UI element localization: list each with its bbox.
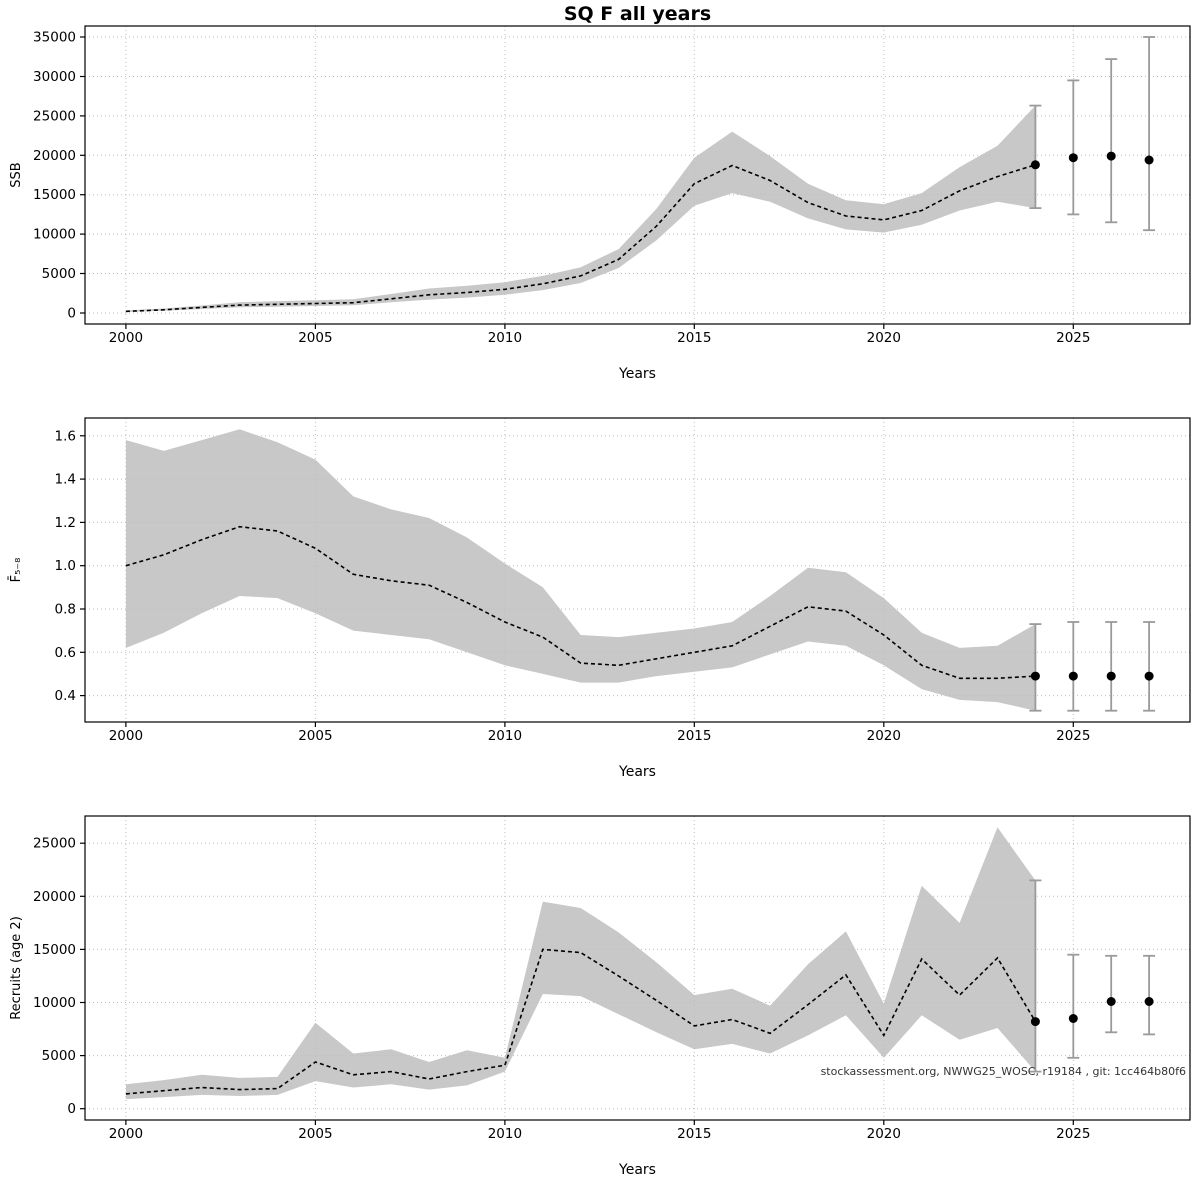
- y-tick-label: 10000: [33, 995, 76, 1011]
- y-tick-label: 1.6: [55, 428, 76, 444]
- x-tick-label: 2025: [1056, 330, 1090, 346]
- x-tick-label: 2010: [488, 330, 522, 346]
- x-tick-label: 2015: [677, 1126, 711, 1142]
- x-tick-label: 2000: [109, 728, 143, 744]
- y-tick-label: 15000: [33, 942, 76, 958]
- y-axis-label: SSB: [9, 162, 24, 187]
- x-tick-label: 2005: [298, 330, 332, 346]
- y-tick-label: 0.8: [55, 602, 76, 618]
- x-tick-label: 2005: [298, 728, 332, 744]
- recruitment-chart-panel: 2000 2005 2010 2015 2020 2025 0 5000 10000 15000 2…: [0, 800, 1200, 1198]
- watermark-annotation: stockassessment.org, NWWG25_WOSC, r19184…: [821, 1065, 1186, 1078]
- x-axis-label: Years: [618, 764, 656, 780]
- forecast-point: [1106, 997, 1116, 1006]
- axis-ticks: [80, 842, 1074, 1125]
- axis-tick-labels: 2000 2005 2010 2015 2020 2025 0.4 0.6 0.8 1.0 1.2 1…: [55, 428, 1091, 744]
- x-tick-label: 2015: [677, 330, 711, 346]
- confidence-band: [125, 105, 1036, 312]
- axis-tick-labels: 2000 2005 2010 2015 2020 2025 0 5000 10000 15000 2…: [33, 30, 1090, 347]
- forecast-error-bars: [1029, 36, 1156, 232]
- axis-ticks: [80, 36, 1074, 329]
- y-tick-label: 5000: [42, 266, 76, 282]
- estimate-line: [125, 948, 1037, 1095]
- recruitment-chart: 2000 2005 2010 2015 2020 2025 0 5000 10000 15000 2…: [9, 815, 1191, 1178]
- forecast-points: [1030, 151, 1154, 170]
- confidence-band: [125, 429, 1036, 711]
- y-tick-label: 15000: [33, 187, 76, 203]
- x-tick-label: 2020: [867, 1126, 901, 1142]
- forecast-point: [1106, 671, 1116, 681]
- y-tick-label: 1.2: [55, 515, 76, 531]
- fbar-chart-panel: 2000 2005 2010 2015 2020 2025 0.4 0.6 0.8 1.0 1.2 1…: [0, 402, 1200, 800]
- plot-border: [84, 25, 1191, 325]
- forecast-error-bars: [1029, 879, 1156, 1073]
- forecast-point: [1030, 1017, 1040, 1027]
- y-tick-label: 1.0: [55, 558, 76, 574]
- x-axis-label: Years: [618, 1162, 656, 1178]
- x-axis-label: Years: [618, 366, 656, 382]
- y-tick-label: 35000: [33, 30, 76, 46]
- y-tick-label: 1.4: [55, 472, 76, 488]
- y-tick-label: 25000: [33, 108, 76, 124]
- forecast-points: [1030, 671, 1154, 681]
- y-tick-label: 0.6: [55, 645, 76, 661]
- x-tick-label: 2025: [1056, 1126, 1090, 1142]
- y-tick-label: 20000: [33, 148, 76, 164]
- forecast-point: [1144, 155, 1154, 165]
- grid: [85, 418, 1190, 722]
- y-tick-label: 25000: [33, 836, 76, 852]
- confidence-band: [125, 827, 1036, 1100]
- grid: [85, 26, 1190, 324]
- axis-ticks: [80, 435, 1074, 727]
- x-tick-label: 2005: [298, 1126, 332, 1142]
- x-tick-label: 2020: [867, 728, 901, 744]
- y-tick-label: 10000: [33, 227, 76, 243]
- grid: [85, 816, 1190, 1120]
- x-tick-label: 2000: [109, 1126, 143, 1142]
- forecast-point: [1068, 671, 1078, 681]
- chart-title: SQ F all years: [564, 4, 711, 25]
- forecast-point: [1030, 671, 1040, 681]
- forecast-point: [1144, 671, 1154, 681]
- forecast-point: [1068, 1014, 1078, 1023]
- y-tick-label: 0.4: [55, 688, 76, 704]
- x-tick-label: 2015: [677, 728, 711, 744]
- ssb-chart: 2000 2005 2010 2015 2020 2025 0 5000 10000 15000 2…: [9, 4, 1191, 382]
- x-tick-label: 2010: [488, 728, 522, 744]
- plot-border: [84, 417, 1191, 723]
- y-tick-label: 30000: [33, 69, 76, 85]
- forecast-point: [1106, 151, 1116, 161]
- forecast-points: [1030, 997, 1154, 1027]
- forecast-point: [1068, 153, 1078, 163]
- y-tick-label: 0: [67, 1101, 76, 1117]
- ssb-chart-panel: 2000 2005 2010 2015 2020 2025 0 5000 10000 15000 2…: [0, 4, 1200, 402]
- plot-border: [84, 815, 1191, 1121]
- forecast-error-bars: [1029, 621, 1156, 712]
- y-axis-label: Recruits (age 2): [9, 916, 24, 1020]
- y-tick-label: 0: [67, 306, 76, 322]
- x-tick-label: 2000: [109, 330, 143, 346]
- axis-tick-labels: 2000 2005 2010 2015 2020 2025 0 5000 10000 15000 2…: [33, 836, 1090, 1142]
- x-tick-label: 2010: [488, 1126, 522, 1142]
- forecast-point: [1030, 160, 1040, 170]
- forecast-point: [1144, 997, 1154, 1006]
- fbar-chart: 2000 2005 2010 2015 2020 2025 0.4 0.6 0.8 1.0 1.2 1…: [9, 417, 1191, 780]
- y-axis-label: F̄₅₋₈: [9, 558, 24, 583]
- x-tick-label: 2025: [1056, 728, 1090, 744]
- x-tick-label: 2020: [867, 330, 901, 346]
- estimate-line: [125, 525, 1036, 680]
- estimate-line: [125, 164, 1036, 313]
- y-tick-label: 5000: [42, 1048, 76, 1064]
- y-tick-label: 20000: [33, 889, 76, 905]
